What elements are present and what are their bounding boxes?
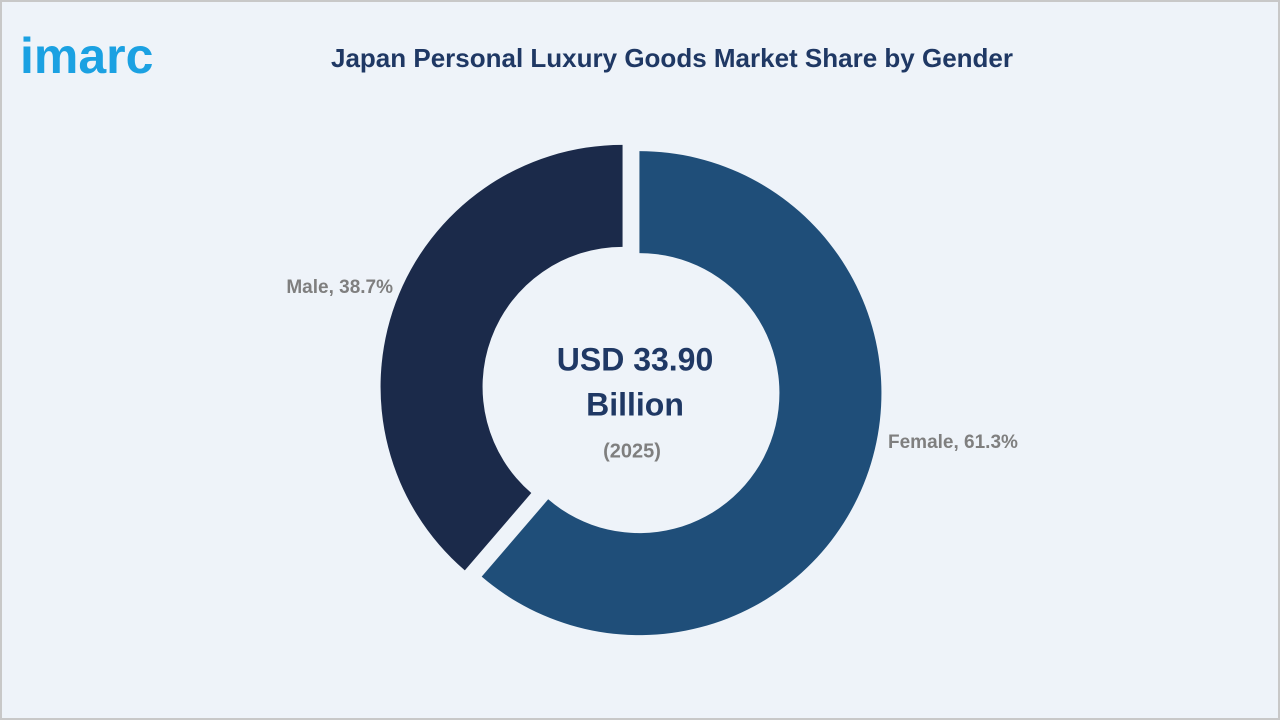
slice [380, 144, 623, 571]
center-text: USD 33.90 [557, 341, 714, 377]
slice [481, 151, 882, 636]
slice-label: Female, 61.3% [888, 432, 1018, 453]
center-text: Billion [586, 386, 684, 422]
chart-title: Japan Personal Luxury Goods Market Share… [331, 43, 1013, 73]
logo: imarc [20, 28, 153, 84]
slice-label: Male, 38.7% [286, 277, 393, 298]
center-subtext: (2025) [603, 440, 661, 462]
